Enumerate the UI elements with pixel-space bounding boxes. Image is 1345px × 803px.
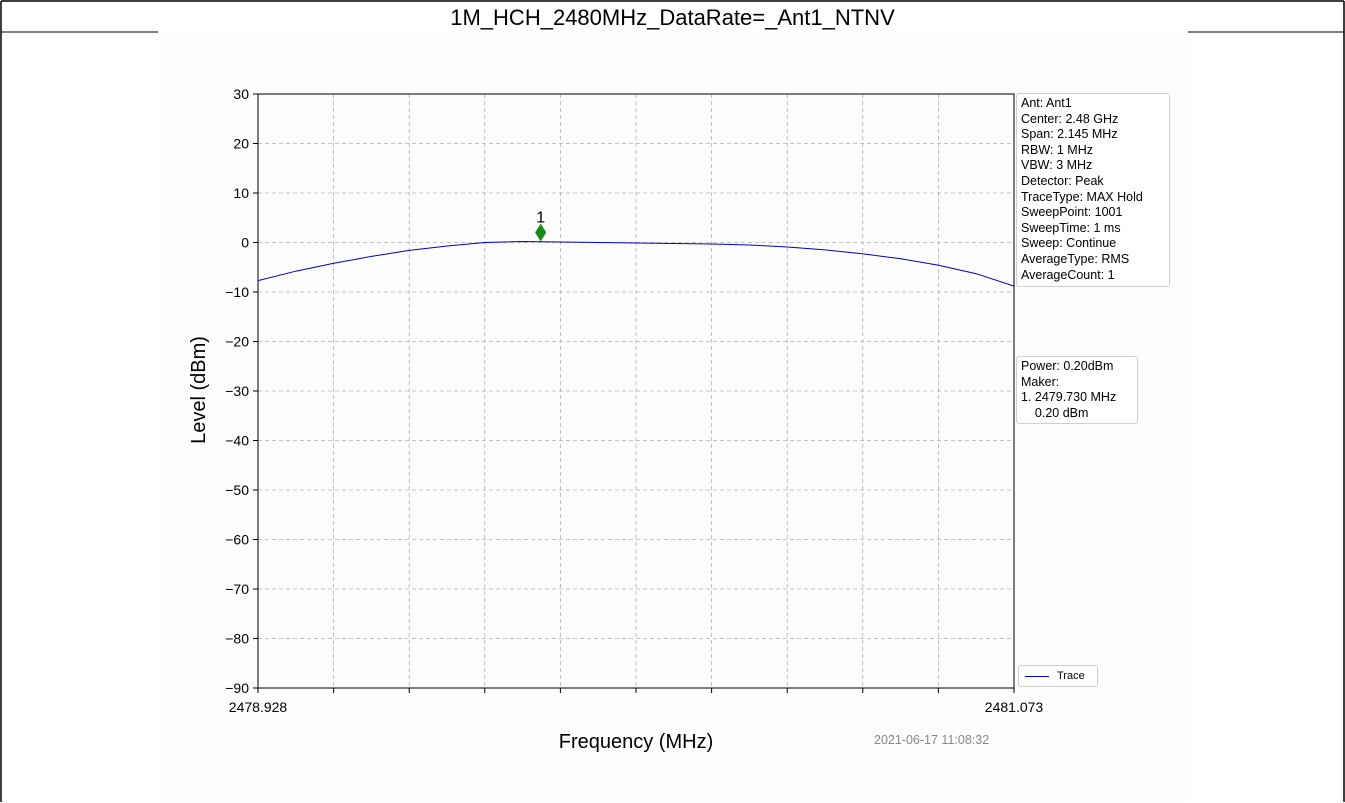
settings-line: SweepTime: 1 ms <box>1021 220 1121 235</box>
instrument-settings-panel: Ant: Ant1 Center: 2.48 GHz Span: 2.145 MHz… <box>1016 93 1170 287</box>
settings-line: Center: 2.48 GHz <box>1021 111 1119 126</box>
y-tick-label: −60 <box>225 532 249 548</box>
y-tick-label: −10 <box>225 284 249 300</box>
settings-line: VBW: 3 MHz <box>1021 158 1093 173</box>
y-tick-label: −40 <box>225 433 249 449</box>
y-tick-label: −70 <box>225 581 249 597</box>
legend-trace-label: Trace <box>1057 670 1085 682</box>
x-tick-label: 2478.928 <box>229 699 288 715</box>
x-axis-label: Frequency (MHz) <box>559 731 713 753</box>
plot-area-frame <box>257 93 1015 689</box>
settings-line: Sweep: Continue <box>1021 236 1117 251</box>
y-tick-label: 30 <box>233 86 249 102</box>
x-tick-label: 2481.073 <box>985 699 1044 715</box>
marker-readout-line: 1. 2479.730 MHz <box>1021 390 1117 405</box>
y-tick-label: 10 <box>233 185 249 201</box>
y-tick-label: −30 <box>225 383 249 399</box>
settings-line: Ant: Ant1 <box>1021 96 1072 110</box>
y-tick-label: −50 <box>225 482 249 498</box>
trace-line <box>257 240 1015 287</box>
settings-line: TraceType: MAX Hold <box>1021 189 1143 204</box>
y-tick-label: 20 <box>233 136 249 152</box>
settings-line: AverageType: RMS <box>1021 251 1130 266</box>
legend-trace-swatch <box>1025 676 1049 677</box>
settings-line: AverageCount: 1 <box>1021 267 1115 282</box>
settings-line: Span: 2.145 MHz <box>1021 127 1118 142</box>
marker-readout-line: Power: 0.20dBm <box>1021 359 1114 373</box>
timestamp: 2021-06-17 11:08:32 <box>874 733 990 747</box>
legend: Trace <box>1018 665 1098 687</box>
y-tick-label: 0 <box>241 235 249 251</box>
chart-title: 1M_HCH_2480MHz_DataRate=_Ant1_NTNV <box>450 5 895 30</box>
marker-readout-line: 0.20 dBm <box>1021 405 1089 420</box>
y-axis-label: Level (dBm) <box>188 336 210 444</box>
y-tick-label: −20 <box>225 334 249 350</box>
marker-diamond <box>535 223 547 242</box>
settings-line: RBW: 1 MHz <box>1021 142 1093 157</box>
marker-label: 1 <box>536 210 545 227</box>
marker-readout-panel: Power: 0.20dBm Maker: 1. 2479.730 MHz 0.20… <box>1016 356 1138 424</box>
y-tick-label: −80 <box>225 631 249 647</box>
y-tick-label: −90 <box>225 680 249 696</box>
marker-readout-line: Maker: <box>1021 374 1060 389</box>
settings-line: Detector: Peak <box>1021 173 1104 188</box>
settings-line: SweepPoint: 1001 <box>1021 205 1123 220</box>
